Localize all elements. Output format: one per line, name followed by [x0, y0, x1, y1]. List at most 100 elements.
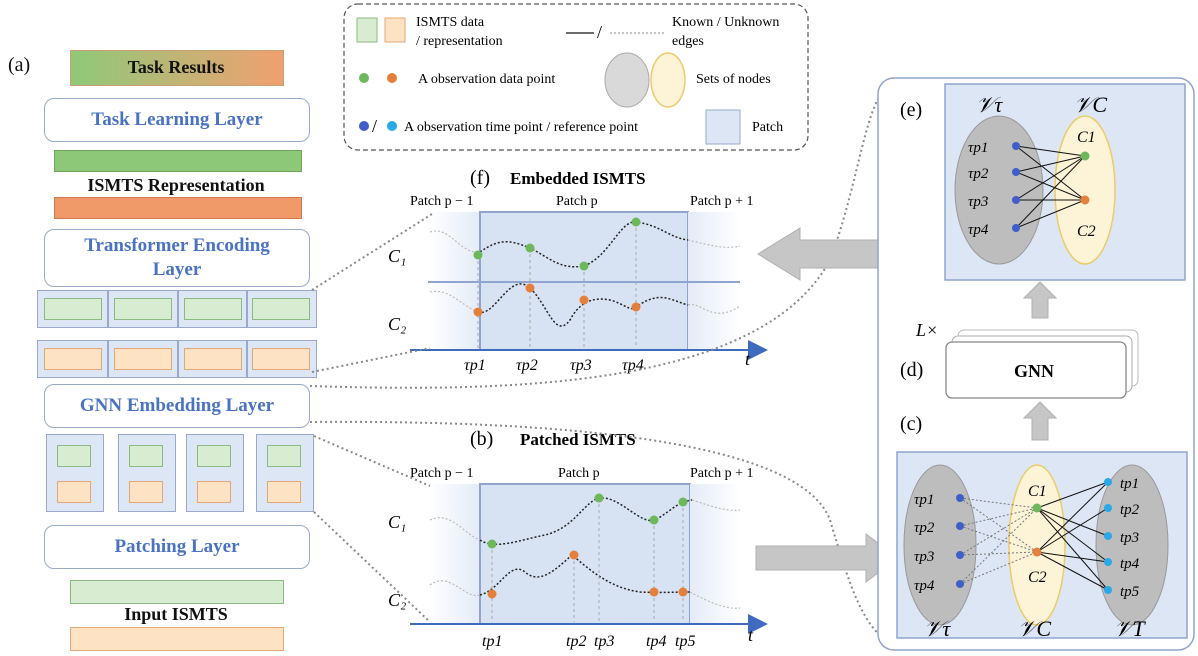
c-c2-node — [1032, 547, 1042, 557]
legend-green-swatch — [356, 17, 378, 43]
connector-gnn-to-right-bottom — [309, 420, 886, 641]
patch-column — [118, 434, 176, 512]
task-results-bar — [70, 50, 284, 86]
legend-edges-1: Known / Unknown — [672, 15, 779, 30]
input-green-bar — [70, 580, 284, 604]
b-c1-faded-curve-next — [691, 499, 741, 511]
b-c2-point — [487, 589, 497, 599]
token-divider — [246, 291, 248, 327]
c-t-node — [1104, 504, 1112, 512]
c-t-node — [1104, 586, 1112, 594]
f-t-label: t — [745, 349, 751, 369]
b-tick-1: tp1 — [482, 633, 502, 650]
b-c2-faded-curve — [429, 580, 481, 597]
connector-gnn-to-right-top — [309, 83, 891, 389]
token-green — [252, 298, 310, 320]
b-tick-2: tp2 — [566, 633, 586, 650]
b-patch-cur-region — [479, 483, 691, 625]
e-v-c-label: 𝒱C — [1074, 92, 1107, 117]
token-orange — [114, 348, 172, 370]
e-v-tau-label: 𝒱τ — [976, 92, 1003, 117]
c-t-node — [1104, 478, 1112, 486]
e-c1-label: C1 — [1077, 129, 1096, 146]
connector-transformer-to-f — [311, 213, 433, 291]
b-patch-next: Patch p + 1 — [690, 466, 754, 481]
b-tick-4: tp4 — [646, 633, 666, 650]
legend-time-point: A observation time point / reference poi… — [404, 120, 638, 135]
b-c1-faded-curve — [429, 517, 481, 541]
token-divider — [177, 291, 179, 327]
e-c2-label: C2 — [1077, 223, 1096, 240]
e-tau-label-1: τp1 — [968, 140, 988, 156]
arrow-b-to-c — [755, 533, 899, 583]
panel-b-title: Patched ISMTS — [520, 430, 636, 449]
f-tick-4: τp4 — [622, 357, 644, 374]
f-c2-point — [579, 295, 589, 305]
patch-column — [256, 434, 314, 512]
legend-sets-of-nodes: Sets of nodes — [696, 72, 771, 87]
panel-c-label: (c) — [900, 413, 922, 435]
token-green — [44, 298, 102, 320]
c-c1-node — [1032, 503, 1042, 513]
token-orange — [184, 348, 242, 370]
patch-orange — [197, 481, 231, 503]
legend-dot-slash: / — [372, 116, 377, 136]
b-c1-point — [678, 497, 688, 507]
gnn-label: GNN — [1014, 361, 1054, 381]
patch-green — [267, 445, 301, 467]
legend-cyan-dot — [387, 121, 397, 131]
patch-column — [186, 434, 244, 512]
c-tau-set — [903, 464, 977, 626]
panel-d-label: (d) — [900, 359, 923, 381]
b-patch-prev-region — [428, 484, 480, 624]
legend-ismts-data: ISMTS data — [416, 15, 485, 30]
e-tau-label-2: τp2 — [968, 166, 989, 182]
c-c2-label: C2 — [1028, 569, 1047, 586]
ismts-representation-label: ISMTS Representation — [87, 175, 265, 195]
f-patch-next: Patch p + 1 — [690, 194, 754, 209]
input-orange-bar — [70, 627, 284, 651]
connector-transformer-to-f-bottom — [311, 347, 431, 373]
c-tau-label-4: τp4 — [914, 578, 935, 594]
c-t-node — [1104, 532, 1112, 540]
e-tau-label-3: τp3 — [968, 194, 988, 210]
c-t-node — [1104, 558, 1112, 566]
b-patch-next-region — [690, 484, 740, 624]
panel-a-label: (a) — [8, 54, 31, 76]
e-tau-node — [1012, 142, 1020, 150]
f-c2-faded-curve-next — [687, 303, 741, 314]
legend-obs-data-point: A observation data point — [418, 72, 555, 87]
e-edges — [1015, 145, 1086, 229]
legend-patch: Patch — [752, 120, 783, 135]
c-tau-label-2: τp2 — [914, 520, 935, 536]
c-tau-node — [956, 580, 964, 588]
c-known-edges — [1036, 481, 1109, 591]
f-c1-faded-curve — [429, 230, 481, 253]
e-c2-node — [1080, 195, 1090, 205]
token-row-orange — [37, 340, 317, 378]
patch-green — [57, 445, 91, 467]
arrow-d-to-e — [1022, 281, 1058, 319]
token-divider — [107, 341, 109, 377]
token-divider — [107, 291, 109, 327]
representation-orange-bar — [54, 197, 302, 219]
c-tau-label-3: τp3 — [914, 549, 934, 565]
f-c1-faded-curve-next — [687, 239, 741, 248]
f-c1-point — [525, 243, 535, 253]
token-divider — [177, 341, 179, 377]
c-tau-label-1: τp1 — [914, 492, 934, 508]
b-c2-label: C₂ — [388, 590, 406, 610]
b-t-label: t — [748, 625, 754, 645]
legend-orange-dot — [387, 73, 397, 83]
c-v-t-label: 𝒱T — [1114, 616, 1146, 641]
legend-edge-slash: / — [597, 22, 602, 42]
e-tau-node — [1012, 168, 1020, 176]
b-c2-point — [649, 587, 659, 597]
gnn-embedding-layer: GNN Embedding Layer — [44, 384, 310, 428]
e-c1-node — [1080, 151, 1090, 161]
connector-patch-to-b-bottom — [313, 511, 431, 623]
f-patch-cur: Patch p — [556, 194, 598, 209]
f-c1-point — [631, 217, 641, 227]
patching-layer: Patching Layer — [44, 525, 310, 569]
f-c1-label: C₁ — [388, 246, 406, 266]
